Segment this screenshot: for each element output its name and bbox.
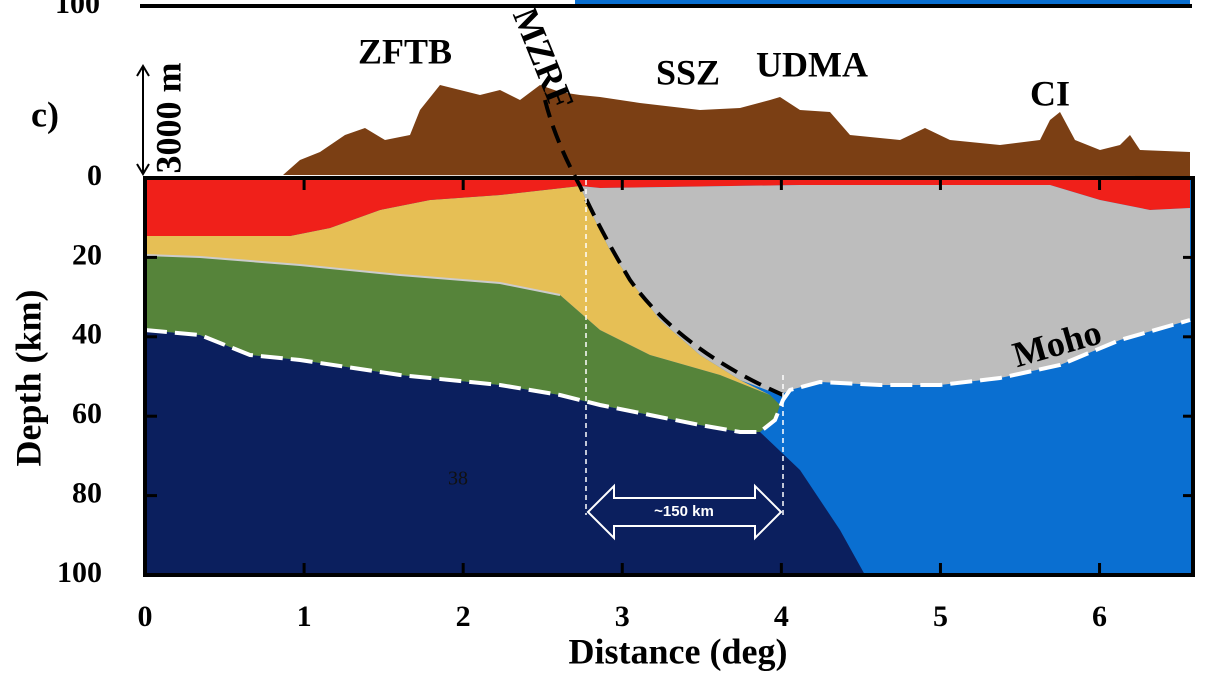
x-tick-label: 1: [297, 600, 312, 633]
x-axis-label: Distance (deg): [569, 631, 788, 671]
y-tick-label: 20: [72, 238, 102, 271]
label-ci: CI: [1030, 73, 1070, 113]
y-tick-label: 80: [72, 476, 102, 509]
label-udma: UDMA: [756, 44, 868, 84]
x-tick-label: 3: [615, 600, 630, 633]
x-tick-label: 2: [456, 600, 471, 633]
x-tick-label: 0: [138, 600, 153, 633]
width-label: ~150 km: [654, 503, 714, 520]
y-tick-label: 0: [87, 159, 102, 192]
elevation-arrow: [137, 66, 149, 174]
label-zftb: ZFTB: [358, 31, 452, 71]
label-ssz: SSZ: [656, 52, 720, 92]
y-tick-label: 40: [72, 318, 102, 351]
y-tick-label: 60: [72, 397, 102, 430]
y-tick-label: 100: [57, 556, 102, 589]
y-axis-label: Depth (km): [8, 290, 48, 467]
figure: 100 ~150 km 0123456020406080100 ZFTB MZR…: [0, 0, 1214, 677]
label-number: 38: [448, 468, 468, 490]
previous-panel-tick: 100: [55, 0, 100, 20]
label-mzrf: MZRF: [505, 2, 582, 115]
x-tick-label: 6: [1092, 600, 1107, 633]
x-tick-label: 4: [774, 600, 789, 633]
label-elevation-scale: 3000 m: [148, 63, 188, 174]
panel-label: c): [31, 94, 59, 134]
x-tick-label: 5: [933, 600, 948, 633]
